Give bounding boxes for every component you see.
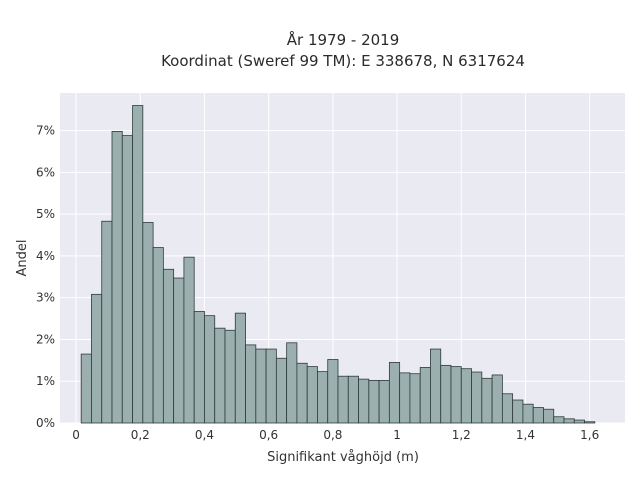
histogram-bar — [440, 364, 452, 424]
x-tick-label: 0,2 — [131, 428, 150, 442]
histogram-bar — [306, 366, 318, 424]
histogram-bar — [419, 367, 431, 424]
x-tick-label: 1,6 — [580, 428, 599, 442]
histogram-bar — [255, 348, 267, 424]
histogram-bar — [491, 374, 503, 424]
histogram-bar — [430, 348, 442, 424]
x-tick-label: 0,8 — [323, 428, 342, 442]
histogram-bar — [296, 362, 308, 424]
histogram-bar — [388, 362, 401, 424]
histogram-bar — [132, 105, 144, 424]
histogram-bar — [584, 421, 596, 424]
histogram-bar — [471, 371, 483, 424]
histogram-bar — [327, 359, 339, 424]
y-tick-label: 0% — [36, 416, 55, 430]
histogram-bar — [399, 372, 411, 424]
histogram-bar — [224, 329, 236, 424]
histogram-bar — [481, 377, 493, 424]
chart-title-line-1: År 1979 - 2019 — [287, 30, 400, 49]
y-tick-label: 4% — [36, 249, 55, 263]
histogram-bar — [543, 408, 555, 424]
y-tick-label: 6% — [36, 165, 55, 179]
histogram-bar — [460, 368, 472, 424]
y-tick-label: 2% — [36, 332, 55, 346]
histogram-bar — [573, 419, 585, 424]
histogram-bar — [553, 416, 565, 424]
y-axis-label: Andel — [15, 240, 30, 277]
x-axis-label: Signifikant våghöjd (m) — [267, 450, 419, 465]
histogram-bar — [275, 357, 288, 424]
histogram-bar — [111, 131, 123, 424]
x-tick-label: 1 — [393, 428, 401, 442]
tick-labels: 0 0,2 0,4 0,6 0,8 1 1,2 1,4 1,6 0% 1% 2% 3% 4% 5% 6% 7% — [36, 124, 599, 442]
bars — [80, 105, 596, 424]
y-tick-label: 5% — [36, 207, 55, 221]
histogram-bar — [214, 327, 226, 424]
histogram-bar — [358, 378, 370, 424]
y-tick-label: 3% — [36, 291, 55, 305]
histogram-bar — [162, 268, 175, 424]
histogram-bar — [368, 379, 380, 424]
histogram-bar — [121, 135, 133, 424]
x-tick-label: 0 — [72, 428, 80, 442]
histogram-bar — [173, 277, 185, 424]
histogram-bar — [563, 418, 575, 424]
histogram-bar — [409, 373, 421, 424]
histogram-bar — [204, 315, 216, 424]
histogram-bar — [245, 344, 257, 424]
histogram-bar — [378, 379, 390, 424]
histogram-bar — [152, 247, 164, 424]
histogram-bar — [501, 393, 514, 424]
x-tick-label: 1,2 — [452, 428, 471, 442]
histogram-bar — [317, 371, 329, 424]
histogram-bar — [512, 399, 524, 424]
histogram-bar — [337, 375, 349, 424]
histogram-bar — [347, 375, 359, 424]
histogram-bar — [91, 293, 103, 424]
histogram-bar — [80, 353, 92, 424]
histogram-bar — [183, 256, 195, 424]
histogram-bar — [234, 312, 246, 424]
histogram-bar — [286, 342, 298, 424]
x-tick-label: 0,4 — [195, 428, 214, 442]
x-tick-label: 0,6 — [259, 428, 278, 442]
histogram-bar — [450, 366, 462, 424]
histogram-bar — [142, 222, 154, 424]
histogram-bar — [101, 220, 113, 424]
histogram-bar — [532, 407, 544, 424]
x-tick-label: 1,4 — [516, 428, 535, 442]
histogram-bar — [193, 311, 205, 424]
y-tick-label: 7% — [36, 124, 55, 138]
histogram-bar — [522, 403, 534, 424]
chart-title-line-2: Koordinat (Sweref 99 TM): E 338678, N 63… — [161, 52, 525, 70]
y-tick-label: 1% — [36, 374, 55, 388]
histogram-bar — [265, 348, 277, 424]
